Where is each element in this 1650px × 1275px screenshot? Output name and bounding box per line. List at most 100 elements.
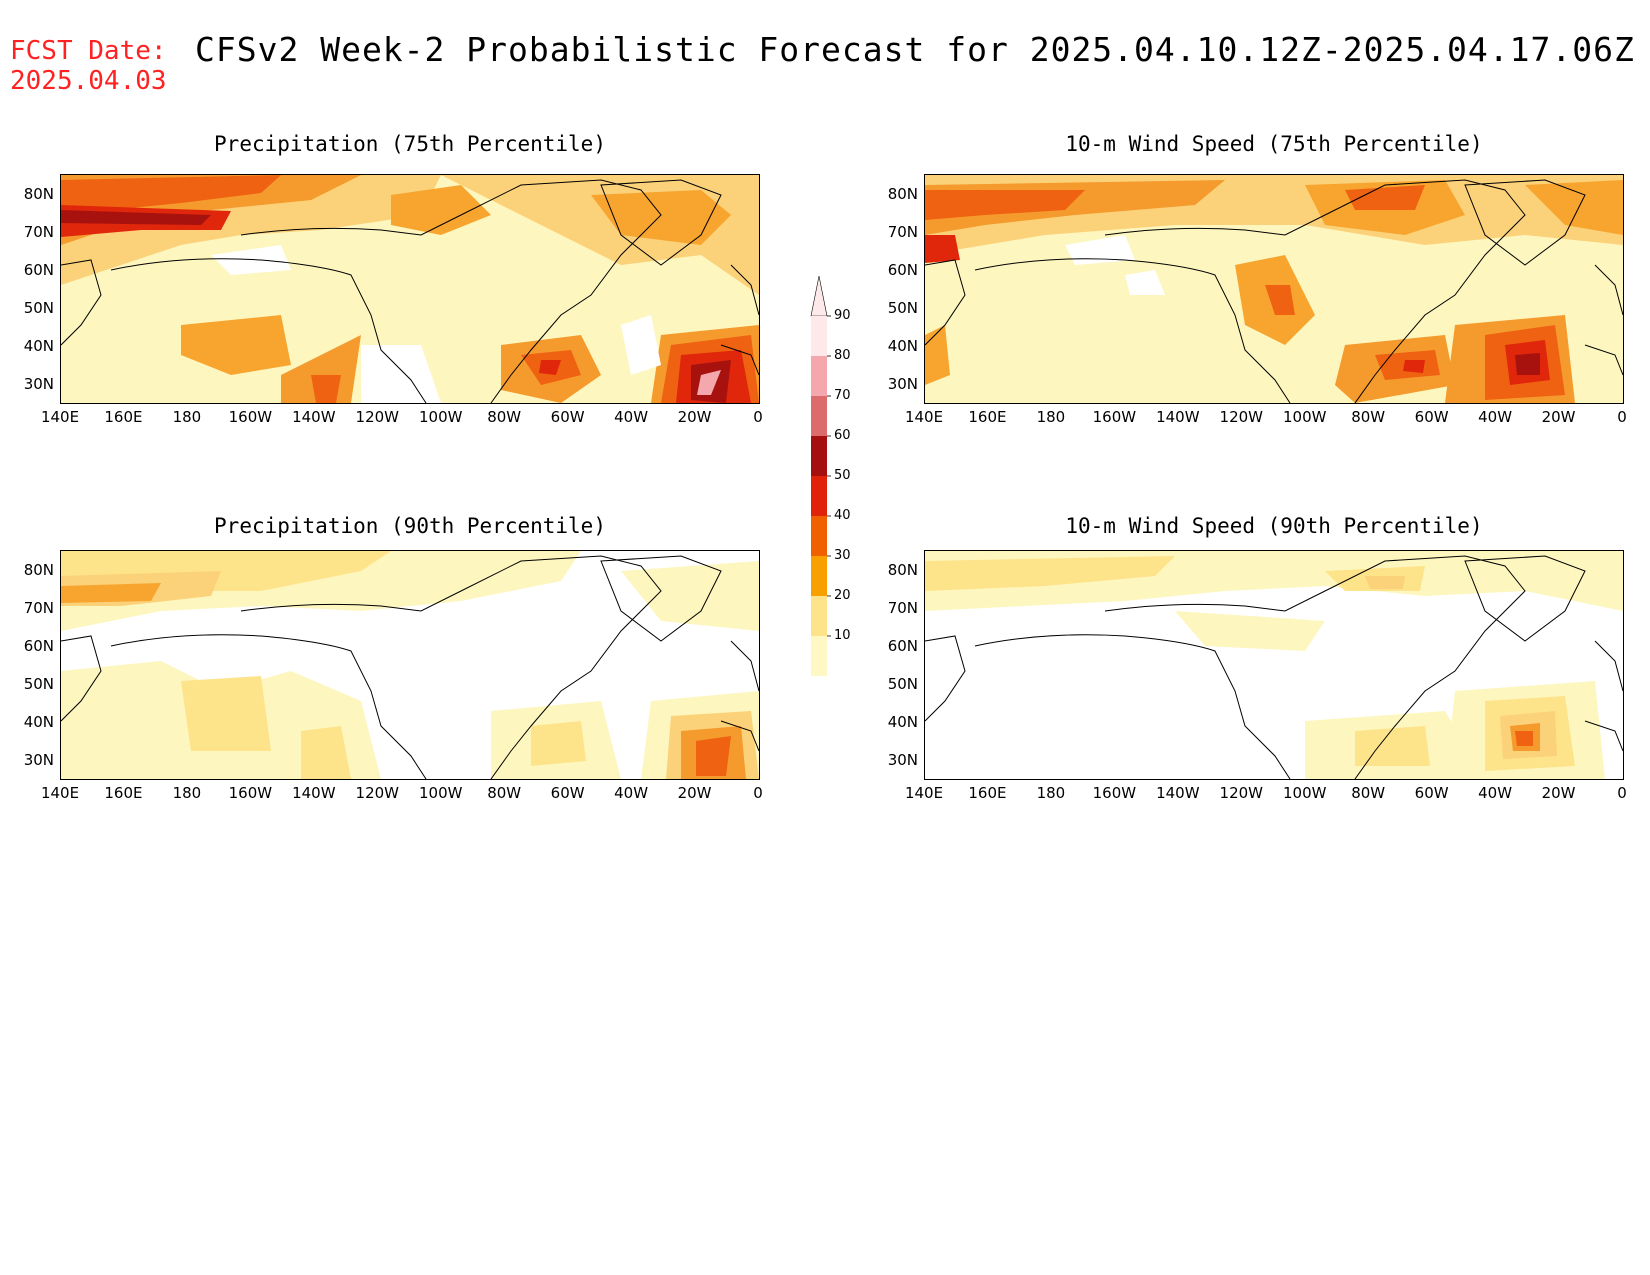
lat-label: 50N xyxy=(23,675,54,693)
panel-title-wind-90: 10-m Wind Speed (90th Percentile) xyxy=(1065,514,1483,538)
lon-label: 160E xyxy=(104,408,143,426)
lon-label: 40W xyxy=(1478,784,1513,802)
lon-label: 100W xyxy=(1282,408,1327,426)
colorbar-segment xyxy=(811,556,827,596)
lat-label: 30N xyxy=(887,375,918,393)
lon-label: 180 xyxy=(172,784,202,802)
lon-label: 140E xyxy=(904,784,944,802)
lon-label: 180 xyxy=(1036,784,1066,802)
colorbar-segment xyxy=(811,476,827,516)
lon-label: 160E xyxy=(104,784,143,802)
colorbar-segment xyxy=(811,636,827,676)
lon-label: 20W xyxy=(677,784,712,802)
lon-label: 80W xyxy=(487,408,522,426)
panel-title-precip-90: Precipitation (90th Percentile) xyxy=(214,514,606,538)
lon-label: 140W xyxy=(292,784,336,802)
lon-label: 20W xyxy=(677,408,712,426)
forecast-date-value: 2025.04.03 xyxy=(10,66,167,96)
colorbar-segment xyxy=(811,436,827,476)
map-wind-90 xyxy=(924,550,1624,780)
colorbar-top-arrow xyxy=(810,276,828,317)
colorbar-segment xyxy=(811,396,827,436)
map-precip-75 xyxy=(60,174,760,404)
lon-label: 140E xyxy=(904,408,944,426)
colorbar-segment xyxy=(811,596,827,636)
lon-label: 60W xyxy=(1414,408,1449,426)
colorbar-segment xyxy=(811,516,827,556)
colorbar-label: 80 xyxy=(834,348,851,363)
lat-label: 70N xyxy=(23,223,54,241)
lat-label: 50N xyxy=(23,299,54,317)
lat-label: 50N xyxy=(887,675,918,693)
lat-label: 70N xyxy=(887,223,918,241)
colorbar xyxy=(810,276,831,676)
lat-label: 70N xyxy=(887,599,918,617)
map-precip-90 xyxy=(60,550,760,780)
lon-label: 60W xyxy=(550,784,585,802)
colorbar-segment xyxy=(811,316,827,356)
lon-label: 160W xyxy=(228,408,273,426)
lon-label: 140W xyxy=(1156,784,1200,802)
lon-label: 80W xyxy=(487,784,522,802)
lon-label: 160W xyxy=(1092,784,1137,802)
lon-label: 160E xyxy=(968,408,1007,426)
lon-label: 160W xyxy=(228,784,273,802)
lon-label: 80W xyxy=(1351,784,1386,802)
map-wind-75 xyxy=(924,174,1624,404)
lon-label: 120W xyxy=(355,784,399,802)
lat-label: 30N xyxy=(23,375,54,393)
lat-label: 50N xyxy=(887,299,918,317)
lon-label: 140E xyxy=(40,408,80,426)
lat-label: 60N xyxy=(887,637,918,655)
lon-label: 40W xyxy=(614,784,649,802)
lat-label: 80N xyxy=(887,561,918,579)
lat-label: 60N xyxy=(23,261,54,279)
lon-label: 40W xyxy=(1478,408,1513,426)
lon-label: 0 xyxy=(1617,408,1627,426)
lat-label: 40N xyxy=(23,337,54,355)
colorbar-label: 20 xyxy=(834,588,851,603)
panel-title-wind-75: 10-m Wind Speed (75th Percentile) xyxy=(1065,132,1483,156)
forecast-date-label: FCST Date: xyxy=(10,36,167,66)
lon-label: 100W xyxy=(1282,784,1327,802)
lon-label: 180 xyxy=(172,408,202,426)
forecast-date: FCST Date: 2025.04.03 xyxy=(10,36,167,96)
panel-title-precip-75: Precipitation (75th Percentile) xyxy=(214,132,606,156)
colorbar-label: 90 xyxy=(834,308,851,323)
lat-label: 40N xyxy=(23,713,54,731)
lon-label: 60W xyxy=(1414,784,1449,802)
lon-label: 120W xyxy=(1219,408,1263,426)
lon-label: 160W xyxy=(1092,408,1137,426)
lon-label: 0 xyxy=(1617,784,1627,802)
lat-label: 80N xyxy=(23,561,54,579)
lon-label: 40W xyxy=(614,408,649,426)
lon-label: 120W xyxy=(355,408,399,426)
colorbar-label: 10 xyxy=(834,628,851,643)
lat-label: 40N xyxy=(887,713,918,731)
lat-label: 80N xyxy=(887,185,918,203)
lon-label: 0 xyxy=(753,784,763,802)
lat-label: 40N xyxy=(887,337,918,355)
page-title: CFSv2 Week-2 Probabilistic Forecast for … xyxy=(195,30,1635,69)
lon-label: 100W xyxy=(418,408,463,426)
lon-label: 20W xyxy=(1541,408,1576,426)
colorbar-label: 40 xyxy=(834,508,851,523)
colorbar-label: 60 xyxy=(834,428,851,443)
lat-label: 60N xyxy=(23,637,54,655)
lon-label: 140E xyxy=(40,784,80,802)
lon-label: 60W xyxy=(550,408,585,426)
colorbar-label: 50 xyxy=(834,468,851,483)
colorbar-segment xyxy=(811,356,827,396)
lat-label: 80N xyxy=(23,185,54,203)
lon-label: 100W xyxy=(418,784,463,802)
lat-label: 60N xyxy=(887,261,918,279)
lat-label: 70N xyxy=(23,599,54,617)
colorbar-label: 70 xyxy=(834,388,851,403)
lat-label: 30N xyxy=(23,751,54,769)
lat-label: 30N xyxy=(887,751,918,769)
lon-label: 120W xyxy=(1219,784,1263,802)
lon-label: 140W xyxy=(1156,408,1200,426)
lon-label: 160E xyxy=(968,784,1007,802)
lon-label: 20W xyxy=(1541,784,1576,802)
lon-label: 180 xyxy=(1036,408,1066,426)
